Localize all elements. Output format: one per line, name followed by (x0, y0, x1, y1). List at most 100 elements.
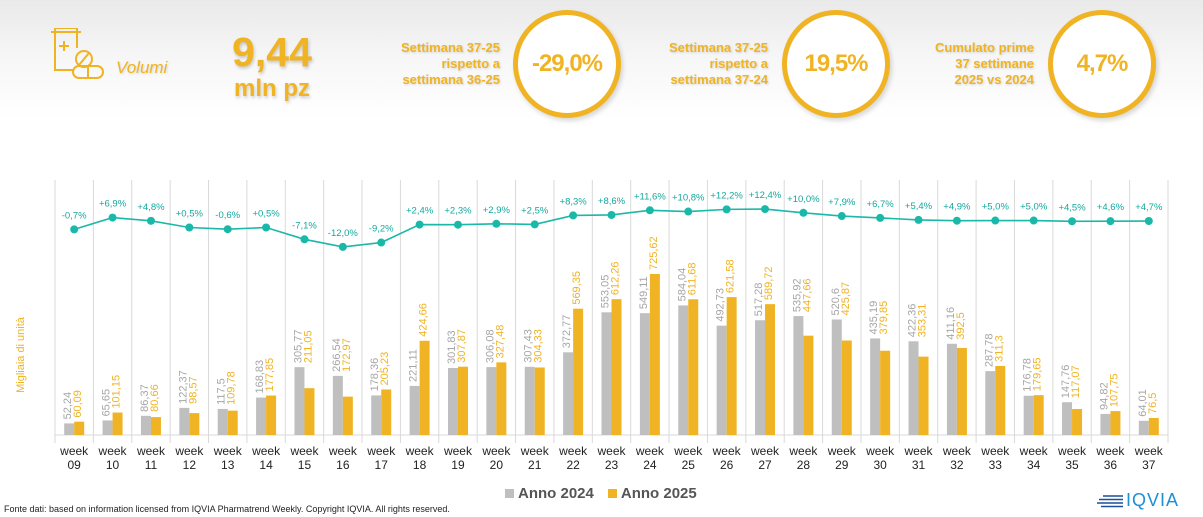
bar-2025 (1033, 395, 1044, 435)
x-tick-label: 33 (989, 458, 1003, 472)
growth-point (377, 238, 386, 247)
bar-2024 (102, 420, 113, 435)
growth-point (761, 205, 770, 214)
x-tick-label: week (98, 444, 128, 458)
bar-2024 (332, 375, 343, 435)
kpi-desc-line: Settimana 37-25 (401, 40, 500, 55)
growth-point (300, 235, 309, 244)
data-label-2025: 379,85 (878, 301, 890, 335)
bar-2024 (256, 397, 267, 435)
data-label-2024: 305,77 (292, 329, 304, 363)
growth-label: +4,9% (943, 202, 971, 213)
bar-2025 (611, 299, 622, 435)
data-label-2024: 411,16 (945, 307, 957, 340)
data-label-2025: 179,65 (1032, 357, 1044, 391)
bar-2024 (601, 312, 612, 435)
bar-2025 (995, 365, 1006, 435)
growth-label: +4,7% (1135, 202, 1163, 213)
growth-point (837, 212, 846, 221)
x-tick-label: 25 (682, 458, 696, 472)
bar-2024 (678, 305, 689, 435)
data-label-2024: 301,83 (446, 330, 458, 364)
growth-point (799, 208, 808, 217)
growth-label: +4,6% (1097, 202, 1125, 213)
x-tick-label: week (289, 444, 319, 458)
labels: 52,2460,09week0965,65101,15week1086,3780… (59, 190, 1164, 472)
x-tick-label: 16 (336, 458, 350, 472)
data-label-2024: 168,83 (254, 360, 266, 394)
growth-point (952, 216, 961, 225)
x-tick-label: 09 (68, 458, 82, 472)
data-label-2024: 64,01 (1137, 389, 1149, 417)
kpi-circle-yoy: 19,5% (782, 10, 890, 118)
growth-label: +2,3% (444, 206, 472, 217)
data-label-2025: 611,68 (686, 262, 698, 295)
bar-2025 (918, 356, 929, 435)
growth-point (876, 213, 885, 222)
legend-label: Anno 2025 (620, 485, 697, 502)
bar-2025 (112, 412, 123, 435)
iqvia-logo: IQVIA (1097, 490, 1179, 511)
data-label-2025: 425,87 (840, 282, 852, 316)
data-label-2024: 147,76 (1060, 365, 1072, 399)
x-tick-label: week (788, 444, 818, 458)
x-tick-label: 10 (106, 458, 120, 472)
kpi-desc-line: rispetto a (441, 56, 500, 71)
kpi-desc-yoy: Settimana 37-25 rispetto a settimana 37-… (648, 40, 768, 88)
x-tick-label: 23 (605, 458, 619, 472)
legend: Anno 2024 Anno 2025 (505, 485, 697, 502)
growth-label: +6,9% (99, 199, 127, 210)
x-tick-label: week (904, 444, 934, 458)
x-tick-label: 12 (183, 458, 197, 472)
bar-2025 (1072, 409, 1083, 435)
bar-2025 (880, 350, 891, 435)
bar-2025 (496, 362, 507, 435)
x-tick-label: 36 (1104, 458, 1118, 472)
data-label-2025: 60,09 (72, 390, 84, 418)
x-tick-label: week (712, 444, 742, 458)
x-tick-label: 34 (1027, 458, 1041, 472)
data-label-2025: 447,66 (801, 278, 813, 312)
x-tick-label: 19 (451, 458, 465, 472)
growth-label: +10,8% (672, 193, 705, 204)
source-footnote: Fonte dati: based on information license… (4, 504, 450, 514)
growth-point (70, 225, 79, 234)
x-tick-label: 27 (758, 458, 772, 472)
kpi-desc-line: 2025 vs 2024 (954, 72, 1034, 87)
x-tick-label: week (328, 444, 358, 458)
kpi-desc-line: 37 settimane (955, 56, 1034, 71)
growth-label: +11,6% (634, 191, 666, 202)
growth-point (146, 216, 155, 225)
x-tick-label: week (635, 444, 665, 458)
data-label-2025: 612,26 (610, 261, 622, 295)
bar-2024 (371, 395, 382, 435)
bar-2025 (74, 421, 85, 435)
bar-2025 (189, 413, 200, 435)
legend-item-2024: Anno 2024 (505, 485, 594, 502)
data-label-2024: 435,19 (868, 301, 880, 335)
bar-2025 (726, 297, 737, 435)
growth-label: +6,7% (867, 199, 895, 210)
x-tick-label: week (59, 444, 89, 458)
bar-2025 (841, 340, 852, 435)
bar-2024 (755, 320, 766, 435)
growth-point (722, 205, 731, 214)
growth-point (530, 220, 539, 229)
x-tick-label: week (1134, 444, 1164, 458)
growth-label: +2,5% (521, 205, 549, 216)
growth-label: +2,9% (483, 205, 511, 216)
main-kpi: 9,44 mln pz (222, 30, 322, 102)
data-label-2025: 80,66 (149, 384, 161, 412)
growth-point (991, 216, 1000, 225)
growth-label: -9,2% (369, 224, 394, 235)
data-label-2025: 76,5 (1147, 393, 1159, 414)
data-label-2025: 177,85 (264, 358, 276, 392)
growth-point (262, 223, 271, 232)
kpi-desc-line: Cumulato prime (935, 40, 1034, 55)
y-axis-label-text: Migliaia di unità (15, 316, 27, 393)
bar-2025 (304, 388, 315, 435)
growth-label: +4,8% (137, 202, 165, 213)
main-kpi-value: 9,44 (232, 29, 312, 75)
x-tick-label: 37 (1142, 458, 1156, 472)
bar-2025 (150, 417, 161, 435)
